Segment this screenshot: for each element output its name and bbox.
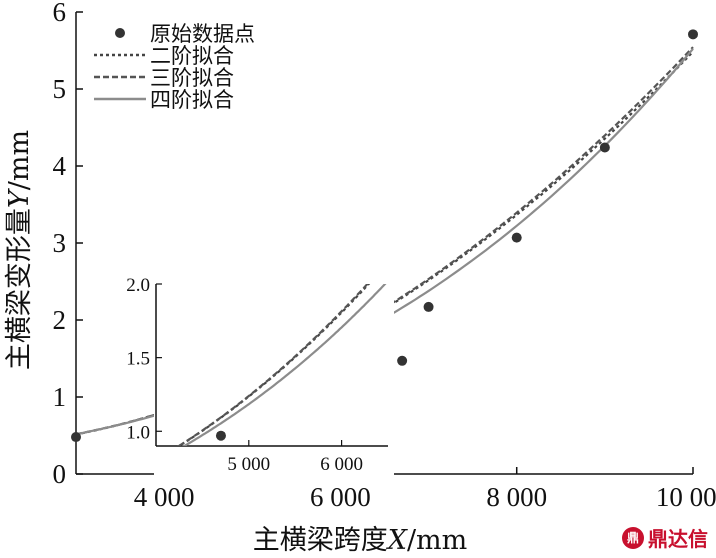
logo-icon: 鼎 [622, 526, 644, 549]
watermark-text: 鼎达信 [648, 527, 708, 551]
legend-marker [115, 28, 125, 38]
data-point [397, 355, 408, 366]
inset-data-point [215, 430, 226, 441]
x-tick-label: 4 000 [134, 482, 195, 512]
data-point [599, 142, 610, 153]
inset-series-line [182, 284, 387, 446]
data-point [688, 29, 698, 40]
legend-label: 二阶拟合 [150, 44, 234, 68]
inset-y-tick-label: 1.5 [126, 349, 150, 370]
inset-y-tick-label: 2.0 [126, 275, 150, 296]
x-tick-label: 8 000 [486, 482, 547, 512]
y-tick-label: 5 [53, 74, 67, 104]
x-tick-label: 10 000 [656, 482, 716, 512]
data-point [71, 432, 81, 443]
y-tick-label: 1 [53, 382, 67, 412]
y-tick-label: 0 [53, 459, 67, 489]
legend-label: 四阶拟合 [150, 88, 234, 112]
inset-series-line [176, 284, 369, 446]
inset-plot: 1.0 1.5 2.0 5 000 6 000 [126, 274, 394, 476]
inset-x-tick-label: 5 000 [227, 454, 270, 475]
y-axis-title: 主横梁变形量Y/mm [4, 130, 35, 370]
watermark: 鼎 鼎达信 [622, 523, 708, 552]
data-point [423, 301, 434, 312]
axis-titles: 主横梁跨度X/mm 主横梁变形量Y/mm [4, 130, 467, 556]
legend-label: 三阶拟合 [150, 66, 234, 90]
y-tick-label: 4 [53, 151, 67, 181]
x-tick-label: 6 000 [310, 482, 371, 512]
inset-x-tick-label: 6 000 [320, 454, 363, 475]
legend-label: 原始数据点 [150, 22, 255, 46]
inset-y-tick-label: 1.0 [126, 422, 150, 443]
y-tick-label: 3 [53, 228, 67, 258]
y-tick-label: 6 [53, 0, 67, 27]
data-point [511, 232, 522, 243]
y-tick-label: 2 [53, 305, 67, 335]
x-axis-title: 主横梁跨度X/mm [253, 525, 468, 556]
